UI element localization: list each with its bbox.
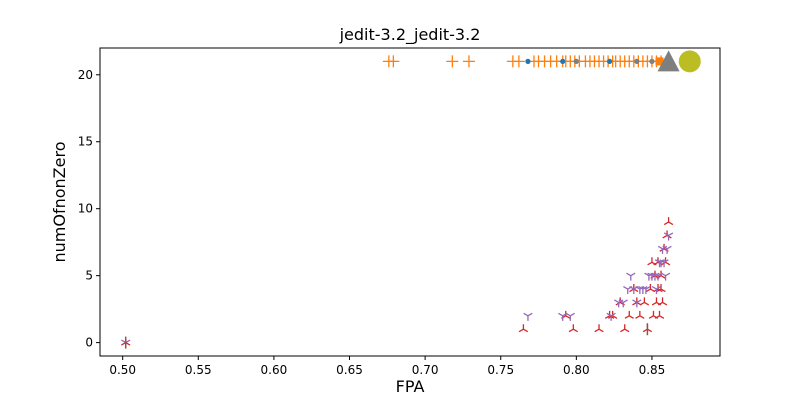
tri-up-marker: [565, 312, 575, 321]
x-tick-label: 0.70: [412, 363, 439, 377]
x-axis-ticks: 0.50 0.55 0.60 0.65 0.70 0.75 0.80 0.85: [109, 356, 665, 377]
y-tick-label: 15: [78, 135, 93, 149]
tri-up-marker: [626, 272, 636, 281]
y-tick-label: 10: [78, 202, 93, 216]
data-markers: [121, 50, 701, 349]
x-tick-label: 0.60: [261, 363, 288, 377]
dot-marker: [525, 58, 531, 64]
x-axis-label: FPA: [396, 377, 425, 396]
x-tick-label: 0.65: [336, 363, 363, 377]
tri-up-marker: [662, 245, 672, 254]
dot-marker: [560, 58, 566, 64]
tri-down-marker: [656, 284, 666, 293]
x-tick-label: 0.75: [487, 363, 514, 377]
tri-up-marker: [632, 299, 642, 308]
plus-marker: [446, 55, 459, 68]
tri-down-marker: [654, 310, 665, 319]
tri-up-marker: [656, 259, 666, 268]
dot-marker: [573, 58, 579, 64]
square-marker: [655, 57, 664, 66]
tri-down-marker: [629, 284, 639, 293]
tri-down-marker: [624, 310, 634, 319]
tri-down-marker: [594, 324, 604, 333]
tri-up-marker: [638, 285, 648, 295]
dot-marker: [649, 58, 655, 64]
y-axis-ticks: 0 5 10 15 20: [78, 68, 100, 350]
tri-up-marker: [659, 259, 669, 268]
y-tick-label: 5: [85, 269, 93, 283]
tri-up-marker: [650, 272, 660, 281]
tri-up-marker: [558, 312, 568, 321]
tri-up-marker: [641, 285, 651, 295]
tri-down-marker: [518, 324, 529, 333]
tri-up-marker: [618, 299, 628, 308]
tri-down-marker: [663, 217, 674, 226]
plus-marker: [512, 55, 525, 68]
plot-area-frame: [99, 47, 721, 357]
tri-down-marker: [657, 297, 668, 306]
tri-up-marker: [523, 312, 533, 321]
x-tick-label: 0.80: [563, 363, 590, 377]
triangle-marker: [657, 50, 680, 72]
tri-up-marker: [651, 285, 662, 295]
chart-title: jedit-3.2_jedit-3.2: [339, 25, 481, 45]
tri-up-marker: [660, 272, 671, 281]
y-tick-label: 20: [78, 68, 93, 82]
x-tick-label: 0.50: [109, 363, 136, 377]
dot-marker: [634, 58, 640, 64]
y-axis-label: numOfnonZero: [50, 142, 69, 263]
tri-down-marker: [639, 297, 650, 306]
plus-marker: [387, 55, 400, 68]
tri-down-marker: [635, 310, 645, 319]
tri-up-marker: [663, 232, 674, 241]
dot-marker: [607, 58, 613, 64]
tri-up-marker: [606, 312, 616, 321]
x-tick-label: 0.55: [185, 363, 212, 377]
plus-marker: [462, 55, 475, 68]
tri-down-marker: [620, 324, 630, 333]
x-tick-label: 0.85: [639, 363, 666, 377]
circle-marker: [678, 50, 701, 73]
y-tick-label: 0: [85, 336, 93, 350]
tri-down-marker: [568, 324, 578, 333]
